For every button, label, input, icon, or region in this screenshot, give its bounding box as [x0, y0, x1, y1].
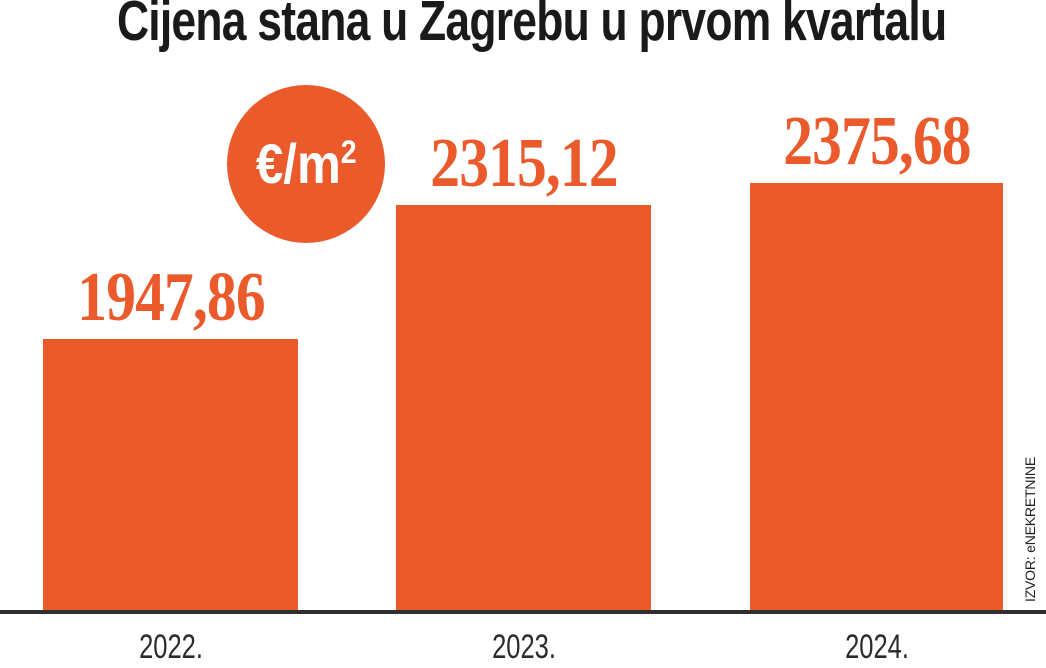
year-label-2022: 2022. [138, 628, 203, 666]
bar-2023 [396, 205, 651, 612]
bar-2022 [43, 339, 298, 612]
value-label-2023: 2315,12 [429, 125, 618, 202]
unit-badge-base: €/m [255, 132, 341, 195]
unit-badge-superscript: 2 [340, 133, 357, 170]
unit-badge-label: €/m2 [256, 136, 357, 192]
bar-2024 [750, 183, 1003, 612]
value-label-2024: 2375,68 [782, 103, 971, 180]
x-axis-baseline [0, 610, 1046, 614]
chart-title-text: Cijena stana u Zagrebu u prvom kvartalu [116, 0, 947, 53]
chart-title: Cijena stana u Zagrebu u prvom kvartalu [0, 0, 1046, 50]
unit-badge-circle: €/m2 [227, 85, 385, 243]
source-credit: IZVOR: eNEKRETNINE [1022, 457, 1038, 602]
value-label-2022: 1947,86 [76, 259, 265, 336]
year-label-2023: 2023. [491, 628, 556, 666]
year-label-2024: 2024. [844, 628, 909, 666]
